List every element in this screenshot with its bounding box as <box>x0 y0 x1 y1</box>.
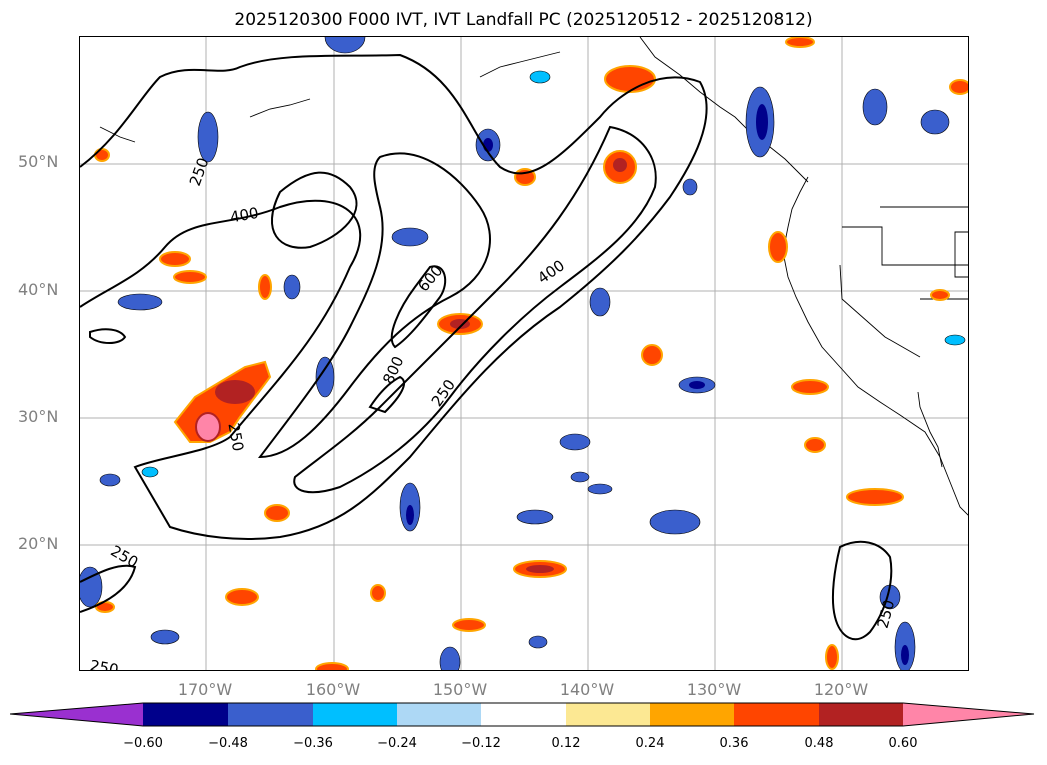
contour-label: 400 <box>229 204 260 227</box>
colorbar-outline <box>10 702 1035 727</box>
coastlines <box>99 37 968 516</box>
colorbar-tick: 0.12 <box>551 736 581 751</box>
colorbar <box>10 702 1035 727</box>
colorbar-swatch <box>734 703 819 726</box>
west-coast <box>782 176 968 516</box>
aleutian-chain <box>479 51 561 78</box>
ivt-400-north <box>257 152 491 459</box>
colorbar-swatch <box>819 703 903 726</box>
lat-label-30n: 30°N <box>18 407 59 426</box>
ivt-contours <box>80 53 893 641</box>
colorbar-tick: 0.60 <box>888 736 918 751</box>
ivt-400-main <box>293 125 657 494</box>
negative-pc-blobs <box>80 37 966 670</box>
ivt-250-south-east <box>831 540 893 641</box>
alaska-bc-coast <box>639 37 809 183</box>
lon-label-170w: 170°W <box>177 680 233 699</box>
graticule <box>80 37 968 670</box>
colorbar-tick: −0.12 <box>461 736 501 751</box>
colorbar-tick: −0.60 <box>123 736 163 751</box>
colorbar-tick: −0.48 <box>208 736 248 751</box>
colorbar-swatch <box>481 703 566 726</box>
ivt-250-south-west <box>80 564 137 613</box>
colorbar-under-arrow <box>10 703 143 726</box>
ivt-400-west <box>270 171 358 249</box>
colorbar-swatch <box>313 703 397 726</box>
lon-label-130w: 130°W <box>686 680 742 699</box>
lon-label-150w: 150°W <box>432 680 488 699</box>
colorbar-swatch <box>143 703 228 726</box>
plot-title: 2025120300 F000 IVT, IVT Landfall PC (20… <box>234 10 813 30</box>
map-canvas: 250 400 600 400 800 250 250 250 250 250 <box>80 37 968 671</box>
lat-label-50n: 50°N <box>18 152 59 171</box>
baja-peninsula <box>917 391 943 468</box>
ivt-250-contour <box>80 53 708 540</box>
contour-label: 250 <box>874 598 899 630</box>
lon-label-120w: 120°W <box>813 680 869 699</box>
colorbar-tick: −0.24 <box>377 736 417 751</box>
colorbar-over-arrow <box>903 703 1034 726</box>
lon-label-140w: 140°W <box>559 680 615 699</box>
ivt-small-loop <box>89 328 127 344</box>
ivt-600-contour <box>390 265 447 349</box>
contour-label: 250 <box>224 421 247 452</box>
ivt-800-contour <box>368 375 405 414</box>
kamchatka-tip <box>99 126 136 143</box>
colorbar-swatch <box>566 703 650 726</box>
lat-label-20n: 20°N <box>18 534 59 553</box>
colorbar-swatch <box>228 703 313 726</box>
state-border-3 <box>954 231 968 278</box>
contour-label: 250 <box>186 155 213 188</box>
lon-label-160w: 160°W <box>305 680 361 699</box>
colorbar-tick: 0.36 <box>719 736 749 751</box>
colorbar-swatch <box>650 703 734 726</box>
state-borders <box>842 226 968 266</box>
ca-nv-border <box>839 264 921 358</box>
contour-label: 400 <box>534 256 568 287</box>
positive-pc-blobs <box>94 37 968 670</box>
map-panel: 250 400 600 400 800 250 250 250 250 250 <box>79 36 969 671</box>
colorbar-tick: 0.24 <box>635 736 665 751</box>
aleutian-west <box>249 98 311 118</box>
lat-label-40n: 40°N <box>18 280 59 299</box>
colorbar-swatch <box>397 703 481 726</box>
colorbar-tick: 0.48 <box>804 736 834 751</box>
contour-label: 250 <box>89 656 120 671</box>
colorbar-tick: −0.36 <box>293 736 333 751</box>
contour-label: 600 <box>414 262 446 296</box>
